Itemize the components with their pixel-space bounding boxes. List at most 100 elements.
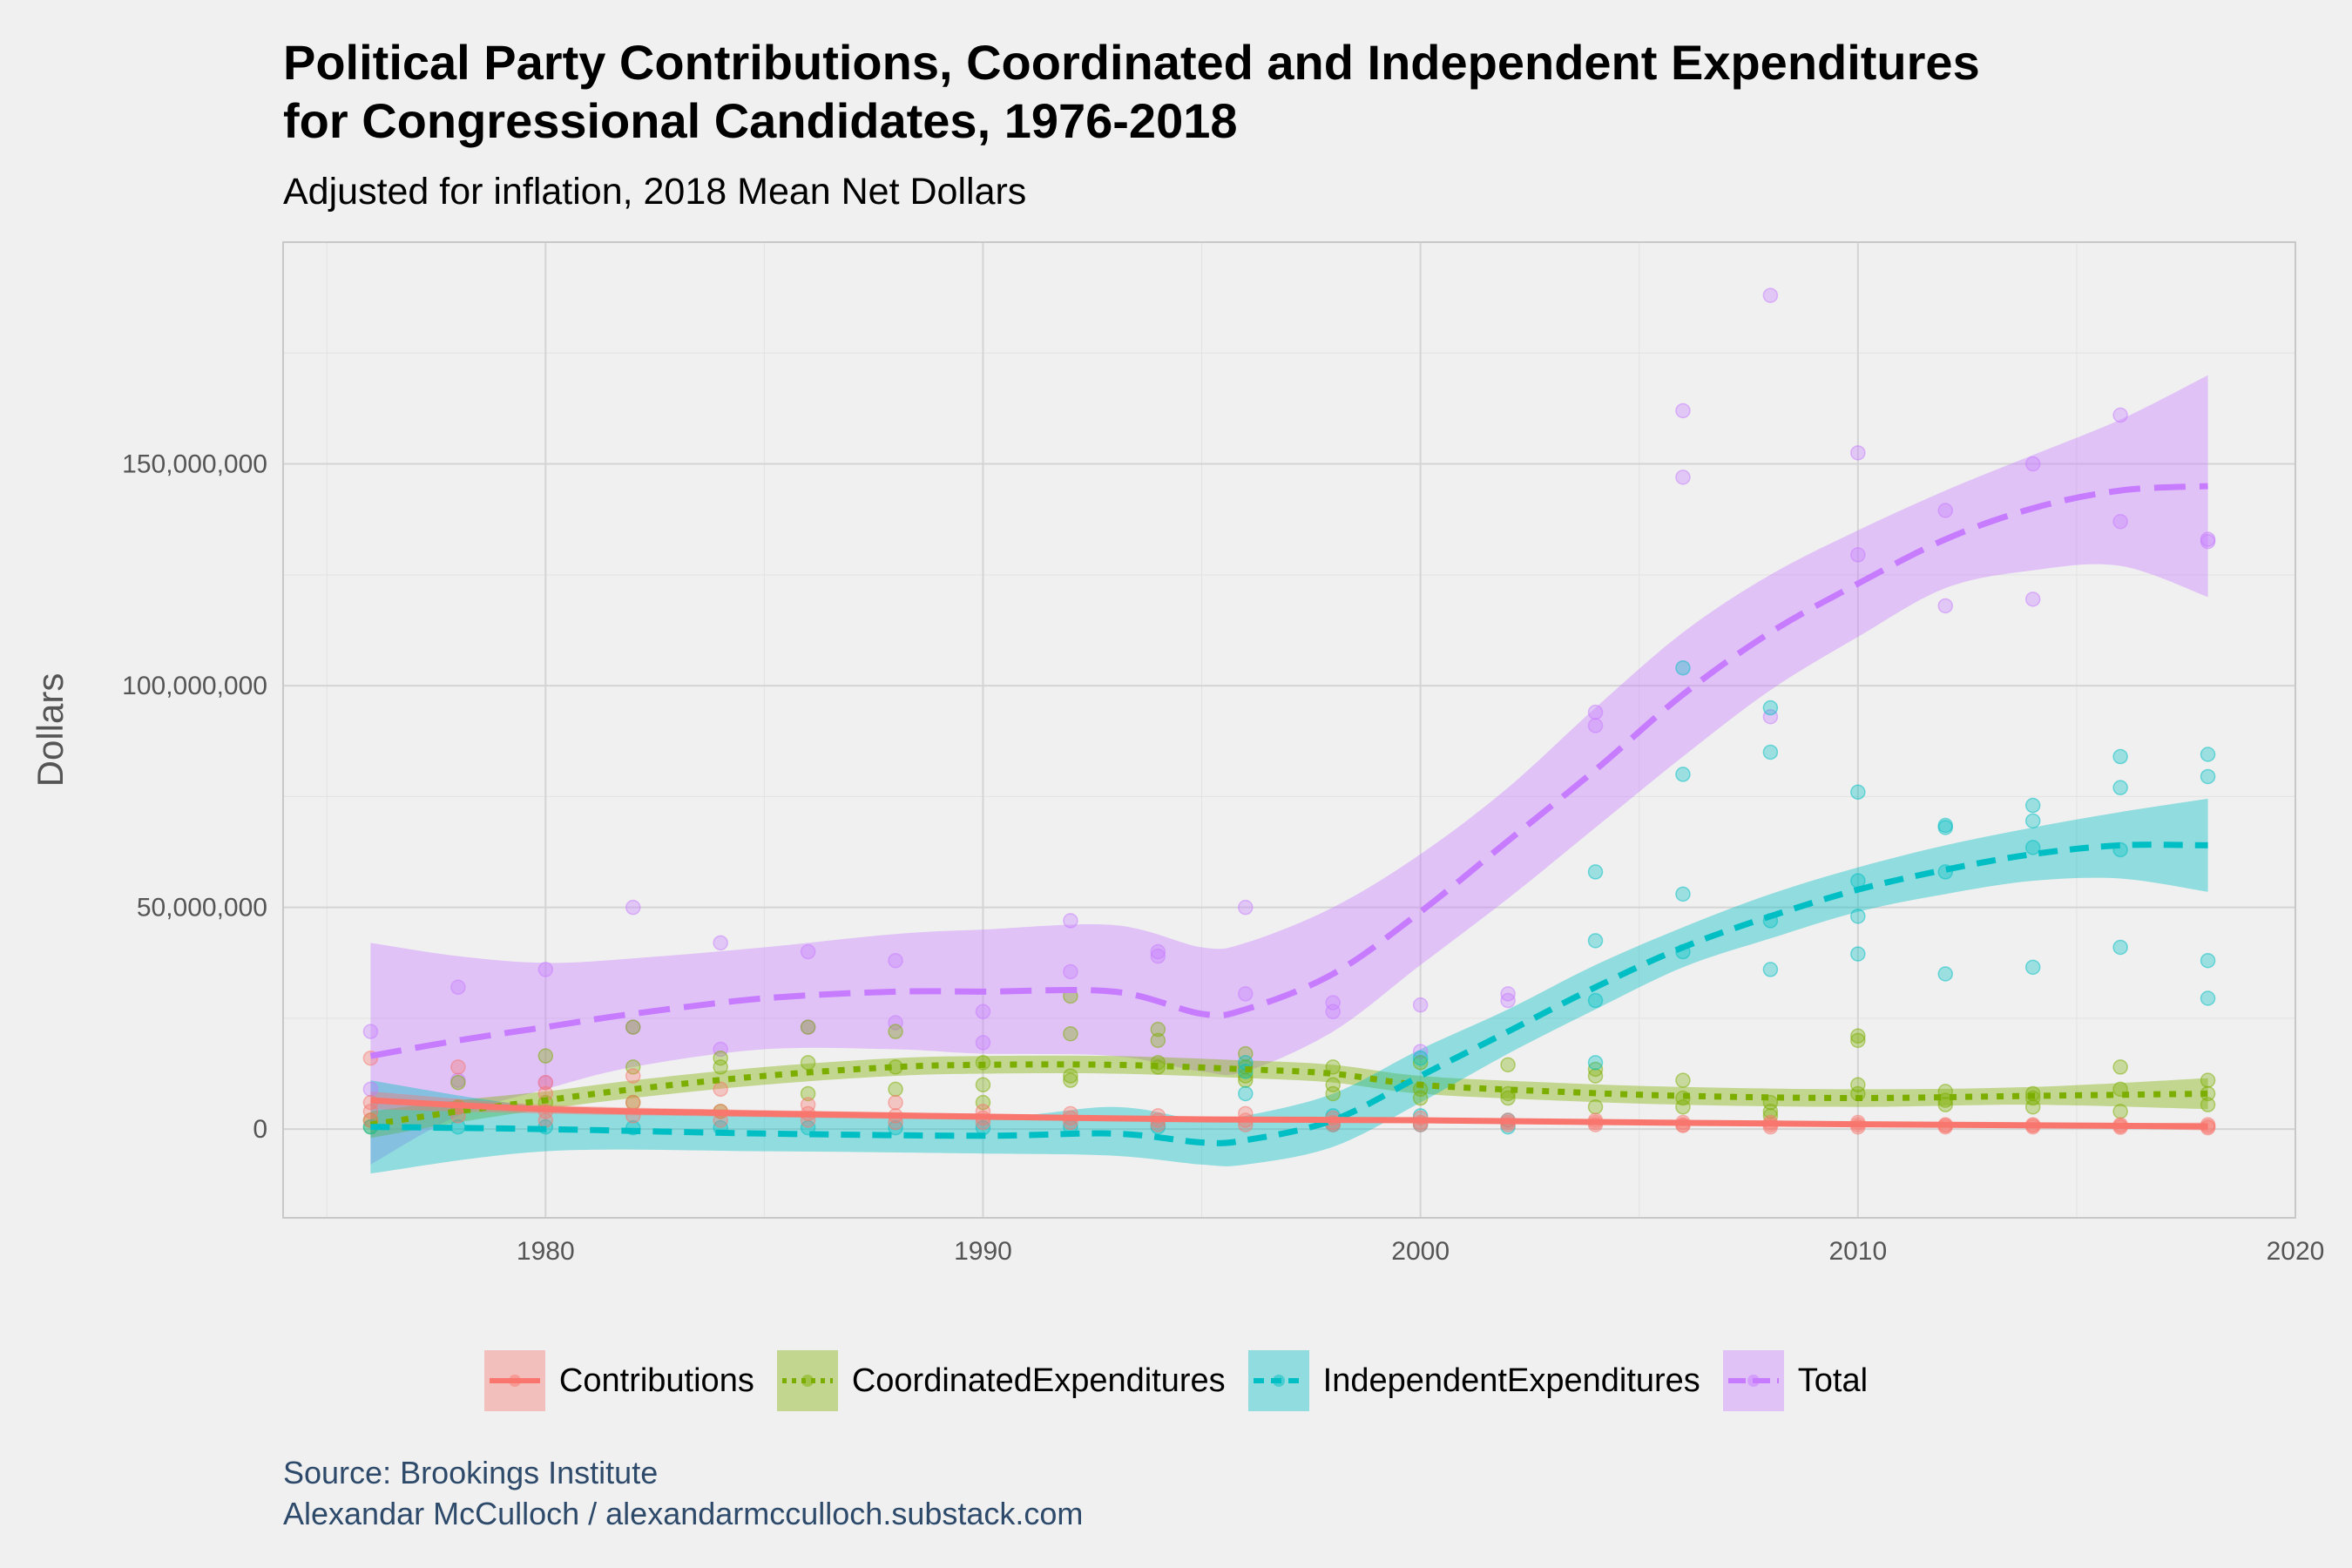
data-point-total <box>800 943 816 960</box>
data-point-coordinated-expenditures <box>2112 1059 2128 1075</box>
data-point-independent-expenditures <box>1850 946 1866 962</box>
data-point-total <box>362 1024 379 1039</box>
y-tick-label: 50,000,000 <box>137 894 267 923</box>
data-point-independent-expenditures <box>2024 959 2041 976</box>
chart-title-line-1: Political Party Contributions, Coordinat… <box>283 35 1980 90</box>
data-point-contributions <box>625 1094 641 1111</box>
data-point-contributions <box>450 1059 466 1075</box>
data-point-coordinated-expenditures <box>1412 1055 1429 1071</box>
chart-subtitle: Adjusted for inflation, 2018 Mean Net Do… <box>283 171 1027 213</box>
data-point-coordinated-expenditures <box>1150 1032 1166 1049</box>
legend-key-independent-expenditures <box>1247 1350 1309 1411</box>
data-point-total <box>362 1081 379 1098</box>
data-point-coordinated-expenditures <box>1325 1085 1341 1102</box>
data-point-coordinated-expenditures <box>1063 1072 1078 1088</box>
data-point-coordinated-expenditures <box>2024 1098 2041 1115</box>
data-point-independent-expenditures <box>2112 780 2128 795</box>
data-point-coordinated-expenditures <box>1675 1098 1691 1115</box>
data-point-independent-expenditures <box>1587 1055 1604 1071</box>
data-point-coordinated-expenditures <box>713 1059 728 1075</box>
data-point-independent-expenditures <box>1762 962 1779 977</box>
data-point-contributions <box>888 1094 903 1111</box>
data-point-coordinated-expenditures <box>625 1019 641 1035</box>
data-point-coordinated-expenditures <box>800 1055 816 1071</box>
data-point-independent-expenditures <box>1675 886 1691 902</box>
data-point-contributions <box>713 1081 728 1098</box>
legend-key-coordinated-expenditures <box>776 1350 838 1411</box>
y-tick-label: 0 <box>253 1115 267 1144</box>
data-point-coordinated-expenditures <box>450 1074 466 1091</box>
data-point-independent-expenditures <box>2200 768 2216 785</box>
trend-lines <box>369 483 2208 1146</box>
legend-item-independent-expenditures: IndependentExpenditures <box>1247 1350 1700 1411</box>
x-tick-label: 2020 <box>2267 1237 2325 1266</box>
legend-label-total: Total <box>1797 1362 1869 1399</box>
data-point-total <box>1587 718 1604 733</box>
y-tick-label: 100,000,000 <box>122 672 267 700</box>
data-point-coordinated-expenditures <box>1063 1025 1078 1042</box>
data-point-independent-expenditures <box>1238 1085 1254 1102</box>
y-tick-label: 150,000,000 <box>122 450 267 479</box>
data-point-total <box>1937 598 1954 614</box>
data-point-total <box>1587 704 1604 720</box>
data-point-coordinated-expenditures <box>800 1085 816 1102</box>
data-point-coordinated-expenditures <box>1412 1090 1429 1106</box>
x-tick-label: 2010 <box>1828 1237 1887 1266</box>
data-point-total <box>1850 547 1866 563</box>
x-tick-label: 1990 <box>954 1237 1012 1266</box>
legend-item-coordinated-expenditures: CoordinatedExpenditures <box>776 1350 1226 1411</box>
x-tick-label: 2000 <box>1391 1237 1450 1266</box>
data-point-total <box>1500 992 1516 1009</box>
data-point-independent-expenditures <box>888 1119 903 1136</box>
data-point-independent-expenditures <box>2112 939 2128 956</box>
data-point-total <box>1937 503 1954 518</box>
x-tick-label: 1980 <box>517 1237 575 1266</box>
data-point-independent-expenditures <box>2024 840 2041 855</box>
data-point-total <box>2024 456 2041 472</box>
data-point-independent-expenditures <box>2024 813 2041 829</box>
data-point-total <box>1063 913 1078 929</box>
data-point-coordinated-expenditures <box>888 1081 903 1098</box>
data-point-total <box>625 899 641 916</box>
data-point-independent-expenditures <box>1762 700 1779 716</box>
data-point-total <box>2200 533 2216 550</box>
data-point-independent-expenditures <box>1675 767 1691 782</box>
data-point-independent-expenditures <box>1762 744 1779 760</box>
axes: 1980 1990 2000 2010 2020 0 50,000,000 100,000,0… <box>30 241 2325 1266</box>
legend: Contributions CoordinatedExpenditures In… <box>0 1350 2352 1411</box>
data-point-coordinated-expenditures <box>1937 1097 1954 1112</box>
confidence-bands <box>370 375 2208 1174</box>
legend-key-total <box>1722 1350 1784 1411</box>
data-point-independent-expenditures <box>1412 1050 1429 1066</box>
data-point-independent-expenditures <box>1937 820 1954 835</box>
data-point-total <box>2112 407 2128 423</box>
trend-line-coordinated-expenditures <box>369 1061 2208 1128</box>
data-point-total <box>1412 997 1429 1013</box>
data-point-contributions <box>537 1074 554 1091</box>
data-point-total <box>1675 402 1691 419</box>
data-point-independent-expenditures <box>1675 659 1691 676</box>
data-point-total <box>2024 591 2041 607</box>
trend-line-contributions <box>370 1097 2208 1130</box>
data-point-coordinated-expenditures <box>1850 1032 1866 1049</box>
data-point-total <box>1675 470 1691 485</box>
data-point-total <box>1850 445 1866 461</box>
data-point-total <box>450 979 466 996</box>
panel-border <box>282 241 2296 1219</box>
data-point-coordinated-expenditures <box>537 1048 554 1064</box>
data-point-total <box>1762 287 1779 303</box>
data-point-total <box>1150 943 1166 960</box>
data-point-total <box>713 935 728 951</box>
data-point-independent-expenditures <box>2024 797 2041 814</box>
data-point-total <box>888 952 903 969</box>
data-point-total <box>1150 948 1166 964</box>
data-point-independent-expenditures <box>1850 784 1866 801</box>
data-point-independent-expenditures <box>1587 933 1604 949</box>
data-point-total <box>1238 986 1254 1002</box>
data-point-independent-expenditures <box>1587 992 1604 1009</box>
confidence-band-coordinated-expenditures <box>370 1055 2208 1139</box>
data-point-coordinated-expenditures <box>2200 1072 2216 1088</box>
data-point-total <box>1325 1004 1341 1020</box>
legend-label-contributions: Contributions <box>558 1362 754 1399</box>
